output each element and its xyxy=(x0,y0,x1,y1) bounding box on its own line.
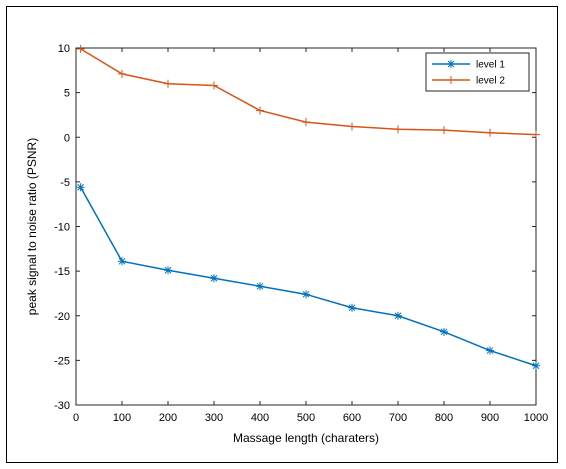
legend-box xyxy=(425,52,530,92)
data-point-level-2 xyxy=(486,128,494,137)
x-tick-label: 0 xyxy=(73,412,79,424)
data-point-level-1 xyxy=(532,361,540,370)
legend-label: level 1 xyxy=(476,60,505,71)
data-point-level-2 xyxy=(76,44,85,53)
y-tick-label: -20 xyxy=(54,311,70,323)
data-point-level-2 xyxy=(394,125,402,134)
legend-marker xyxy=(447,60,455,68)
data-point-level-2 xyxy=(302,118,310,127)
legend-marker xyxy=(447,76,455,84)
x-tick-label: 700 xyxy=(389,412,407,424)
ticks-layer: 0 100 200 300 400 500 600 700 800 900 1000 10 5 0 -5 -1… xyxy=(54,43,548,424)
data-point-level-1 xyxy=(118,257,126,266)
data-point-level-1 xyxy=(348,303,356,312)
data-point-level-2 xyxy=(440,126,448,135)
y-tick-label: 10 xyxy=(58,43,70,55)
data-point-level-1 xyxy=(394,311,402,320)
data-point-level-2 xyxy=(348,122,356,131)
y-axis-label: peak signal to noise ratio (PSNR) xyxy=(25,138,39,315)
data-point-level-1 xyxy=(164,266,172,275)
data-point-level-1 xyxy=(440,327,448,336)
data-point-level-1 xyxy=(210,274,218,283)
y-tick-label: -10 xyxy=(54,222,70,234)
x-tick-label: 800 xyxy=(435,412,453,424)
legend: level 1 level 2 xyxy=(425,52,530,92)
y-tick-label: -30 xyxy=(54,400,70,412)
x-tick-label: 500 xyxy=(297,412,315,424)
y-tick-label: -15 xyxy=(54,266,70,278)
data-point-level-2 xyxy=(164,79,172,88)
x-tick-label: 600 xyxy=(343,412,361,424)
y-tick-label: -5 xyxy=(60,177,70,189)
x-tick-label: 100 xyxy=(113,412,131,424)
plot-area xyxy=(75,47,537,406)
x-axis-label: Massage length (charaters) xyxy=(233,431,379,445)
legend-label: level 2 xyxy=(476,76,505,87)
x-tick-label: 400 xyxy=(251,412,269,424)
y-tick-label: 0 xyxy=(64,132,70,144)
series-layer xyxy=(76,44,540,370)
x-tick-label: 1000 xyxy=(524,412,548,424)
y-tick-label: 5 xyxy=(64,88,70,100)
data-point-level-1 xyxy=(256,282,264,291)
axes-box xyxy=(75,47,537,406)
data-point-level-1 xyxy=(486,346,494,355)
x-tick-label: 900 xyxy=(481,412,499,424)
data-point-level-2 xyxy=(210,81,218,90)
data-point-level-1 xyxy=(302,290,310,299)
y-tick-label: -25 xyxy=(54,355,70,367)
x-tick-label: 200 xyxy=(159,412,177,424)
data-point-level-2 xyxy=(118,69,126,78)
data-point-level-2 xyxy=(256,106,264,115)
data-point-level-1 xyxy=(76,183,85,192)
x-tick-label: 300 xyxy=(205,412,223,424)
